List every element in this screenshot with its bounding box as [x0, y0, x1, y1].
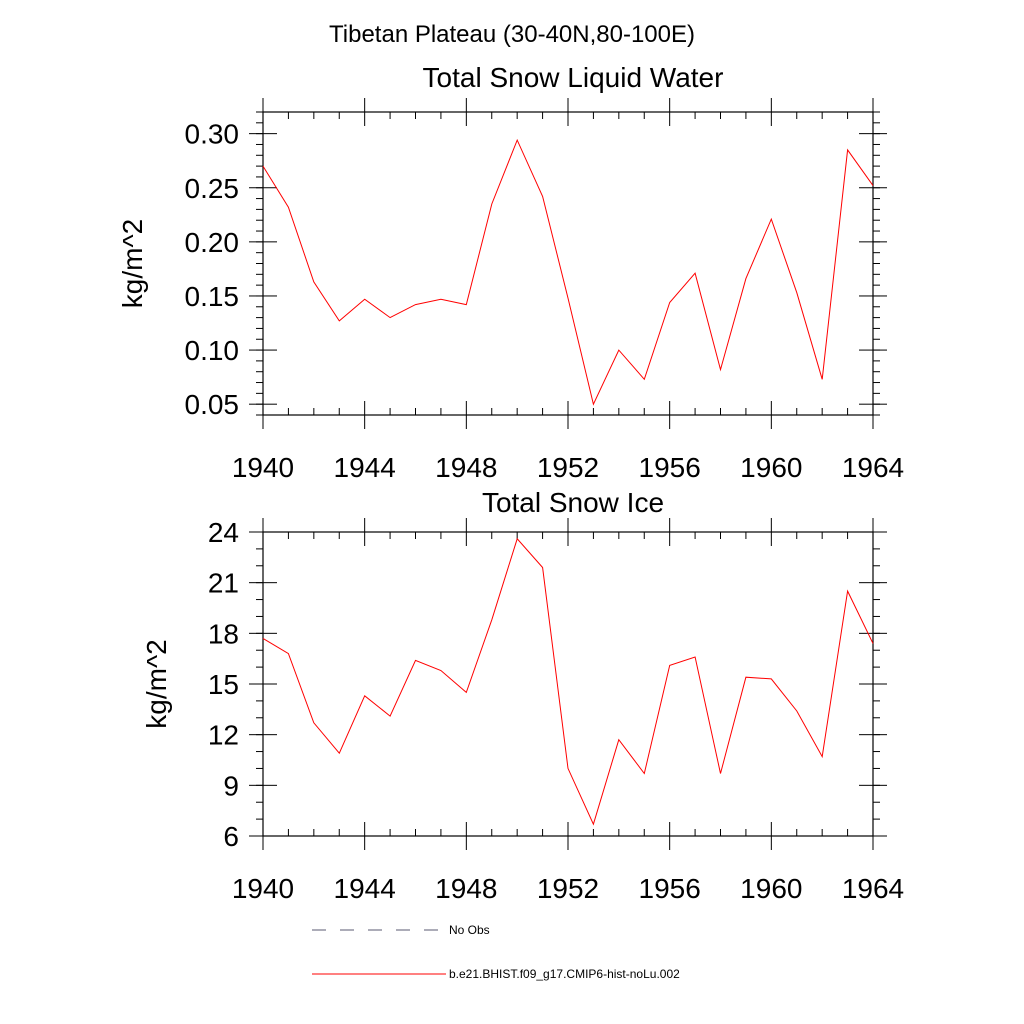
- panel-title: Total Snow Liquid Water: [423, 62, 724, 93]
- y-tick-label: 0.25: [185, 173, 240, 204]
- y-tick-label: 15: [208, 669, 239, 700]
- y-tick-label: 0.05: [185, 389, 240, 420]
- y-axis-label: kg/m^2: [117, 219, 148, 308]
- x-tick-label: 1960: [740, 873, 802, 904]
- y-tick-label: 0.20: [185, 227, 240, 258]
- legend: No Obs b.e21.BHIST.f09_g17.CMIP6-hist-no…: [312, 923, 680, 981]
- x-tick-label: 1964: [842, 452, 904, 483]
- plot-frame: [262, 111, 874, 416]
- y-tick-label: 6: [223, 821, 239, 852]
- series-line: [262, 138, 874, 406]
- y-tick-label: 18: [208, 618, 239, 649]
- panel-snow-ice: Total Snow Ice kg/m^2 1940 1944 1948 1952 1956…: [141, 487, 904, 904]
- y-tick-label: 21: [208, 568, 239, 599]
- x-tick-label: 1948: [435, 452, 497, 483]
- y-tick-label: 0.10: [185, 335, 240, 366]
- y-tick-label: 9: [223, 770, 239, 801]
- panel-title: Total Snow Ice: [482, 487, 664, 518]
- y-tick-label: 12: [208, 720, 239, 751]
- x-tick-label: 1960: [740, 452, 802, 483]
- series-line: [262, 537, 874, 826]
- x-tick-label: 1940: [232, 873, 294, 904]
- y-tick-label: 0.30: [185, 119, 240, 150]
- y-tick-label: 24: [208, 517, 239, 548]
- x-tick-label: 1940: [232, 452, 294, 483]
- legend-label-model: b.e21.BHIST.f09_g17.CMIP6-hist-noLu.002: [449, 967, 680, 981]
- plot-frame: [262, 531, 874, 837]
- legend-label-no-obs: No Obs: [449, 923, 490, 937]
- x-tick-label: 1952: [537, 452, 599, 483]
- figure-title: Tibetan Plateau (30-40N,80-100E): [329, 21, 695, 48]
- x-tick-label: 1944: [334, 452, 396, 483]
- y-axis-label: kg/m^2: [141, 639, 172, 728]
- x-tick-label: 1948: [435, 873, 497, 904]
- y-tick-label: 0.15: [185, 281, 240, 312]
- panel-snow-liquid-water: Total Snow Liquid Water kg/m^2 1940 1944 194…: [117, 62, 904, 483]
- x-tick-label: 1956: [639, 452, 701, 483]
- x-tick-label: 1944: [334, 873, 396, 904]
- x-tick-label: 1956: [639, 873, 701, 904]
- x-tick-label: 1964: [842, 873, 904, 904]
- x-tick-label: 1952: [537, 873, 599, 904]
